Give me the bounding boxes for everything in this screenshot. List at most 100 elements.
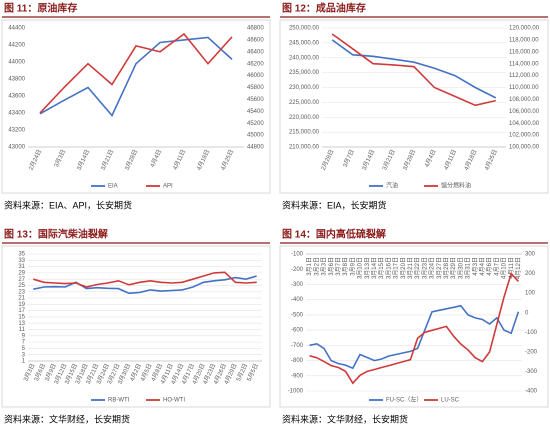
y-tick-label: 220,000.00 [289, 115, 320, 121]
x-tick-label: 3月16日 [385, 257, 392, 279]
y-tick-label: -900 [291, 373, 304, 379]
x-tick-label: 3月28日 [124, 149, 140, 172]
y2-tick-label: 45000 [247, 133, 264, 139]
y-tick-label: 9 [22, 333, 26, 339]
x-tick-label: 3月21日 [100, 149, 116, 172]
y-tick-label: 35 [18, 252, 25, 258]
x-tick-label: 4月25日 [483, 149, 499, 172]
y-tick-label: 43000 [8, 145, 25, 151]
y-tick-label: 7 [22, 340, 26, 346]
series-line [33, 271, 257, 288]
series-line [331, 33, 496, 107]
source-note: 资料来源：文华财经，长安期货 [282, 413, 408, 424]
x-tick-label: 3月23日 [421, 257, 428, 279]
chart-title: 图 11：原油库存 [4, 2, 77, 15]
x-tick-label: 4月4日 [149, 149, 163, 169]
x-tick-label: 3月14日 [361, 149, 377, 172]
y-tick-label: -400 [291, 297, 304, 303]
x-tick-label: 4月4日 [479, 257, 486, 276]
x-tick-label: 3月1日 [306, 257, 313, 276]
y-tick-label: 31 [18, 264, 25, 270]
y2-tick-label: 120,000.00 [509, 26, 540, 32]
y2-tick-label: 104,000.00 [509, 121, 540, 127]
legend-label: 馏分燃料油 [441, 182, 471, 190]
y2-tick-label: -300 [525, 369, 538, 375]
y-tick-label: 245,000.00 [289, 40, 320, 46]
x-tick-label: 3月14日 [76, 149, 92, 172]
x-tick-label: 3月29日 [450, 257, 457, 279]
legend-label: RB-WTI [108, 398, 130, 404]
y2-tick-label: 108,000.00 [509, 97, 540, 103]
chart-title: 图 12：成品油库存 [282, 2, 366, 15]
x-tick-label: 4月18日 [196, 149, 212, 172]
y2-tick-label: -100 [525, 330, 538, 336]
x-tick-label: 3月28日 [443, 257, 450, 279]
y2-tick-label: 46800 [247, 26, 264, 32]
x-tick-label: 3月10日 [357, 257, 364, 279]
y2-tick-label: 110,000.00 [509, 85, 539, 91]
y-tick-label: 235,000.00 [289, 70, 320, 76]
y-tick-label: 19 [18, 302, 25, 308]
y2-tick-label: 45800 [247, 85, 264, 91]
x-tick-label: 3月30日 [457, 257, 464, 279]
y-tick-label: 43400 [8, 111, 25, 117]
y-tick-label: 210,000.00 [289, 145, 320, 151]
chart-frame [1, 245, 271, 408]
x-tick-label: 4月3日 [472, 257, 479, 276]
x-tick-label: 2月28日 [320, 149, 336, 172]
x-tick-label: 3月27日 [436, 257, 443, 279]
y-tick-label: 230,000.00 [289, 85, 320, 91]
y-tick-label: 250,000.00 [289, 26, 320, 32]
y-tick-label: 29 [18, 270, 25, 276]
x-tick-label: 3月20日 [400, 257, 407, 279]
x-tick-label: 4月6日 [486, 257, 493, 276]
y-tick-label: 25 [18, 283, 25, 289]
y2-tick-label: 100,000.00 [509, 145, 540, 151]
x-tick-label: 3月24日 [429, 257, 436, 279]
y-tick-label: 225,000.00 [289, 100, 320, 106]
series-line [39, 36, 233, 117]
source-note: 资料来源：EIA，长安期货 [282, 199, 387, 210]
y2-tick-label: 44800 [247, 145, 264, 151]
legend-label: FU-SC（左） [386, 396, 422, 404]
x-tick-label: 3月13日 [364, 257, 371, 279]
y-tick-label: 43200 [8, 128, 25, 134]
y-tick-label: 5 [22, 346, 26, 352]
x-tick-label: 3月22日 [414, 257, 421, 279]
x-tick-label: 3月3日 [321, 257, 328, 276]
x-tick-label: 3月8日 [342, 257, 349, 276]
y-tick-label: 43800 [8, 77, 25, 83]
x-tick-label: 4月11日 [443, 149, 458, 172]
chart-frame [1, 19, 271, 194]
y2-tick-label: 106,000.00 [509, 109, 540, 115]
legend-label: LU-SC [441, 398, 460, 404]
y2-tick-label: 0 [525, 310, 529, 316]
y-tick-label: -800 [291, 358, 304, 364]
y2-tick-label: 118,000.00 [509, 37, 539, 43]
y2-tick-label: 114,000.00 [509, 61, 539, 67]
series-line [39, 32, 233, 114]
y-tick-label: -600 [291, 328, 304, 334]
y-tick-label: 11 [19, 327, 26, 333]
x-tick-label: 3月7日 [335, 257, 342, 276]
y-tick-label: -700 [291, 343, 304, 349]
y-tick-label: 43600 [8, 94, 25, 100]
x-tick-label: 4月12日 [515, 257, 522, 279]
y2-tick-label: 45600 [247, 97, 264, 103]
y-tick-label: -200 [291, 267, 304, 273]
x-tick-label: 3月15日 [378, 257, 385, 279]
x-tick-label: 4月10日 [501, 257, 508, 279]
y2-tick-label: 300 [525, 252, 536, 258]
source-note: 资料来源：文华财经，长安期货 [4, 413, 130, 424]
legend-label: API [163, 184, 173, 190]
y-tick-label: 240,000.00 [289, 55, 320, 61]
x-tick-label: 4月25日 [220, 149, 236, 172]
y2-tick-label: -200 [525, 349, 538, 355]
y-tick-label: 17 [18, 308, 25, 314]
x-tick-label: 3月7日 [342, 149, 356, 169]
y-tick-label: 21 [18, 296, 25, 302]
x-tick-label: 3月6日 [328, 257, 335, 276]
series-line [33, 275, 257, 295]
y-tick-label: 23 [18, 289, 25, 295]
